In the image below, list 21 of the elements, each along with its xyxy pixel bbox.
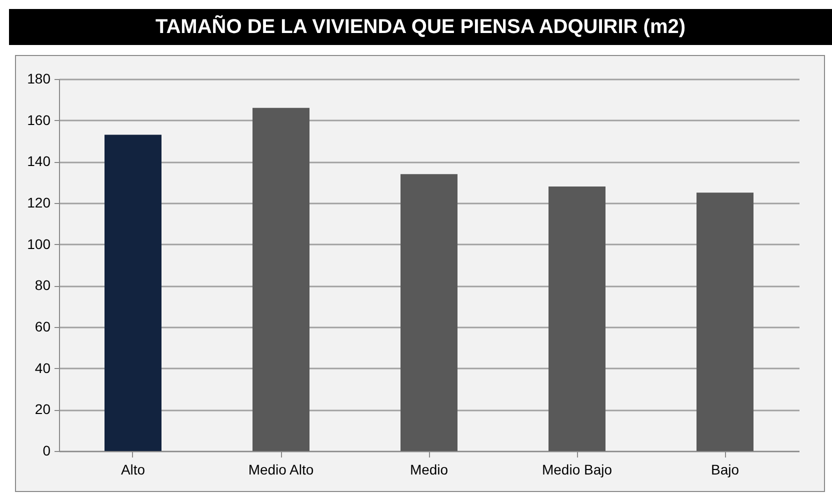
y-tick-label: 140 xyxy=(27,153,51,170)
chart-title: TAMAÑO DE LA VIVIENDA QUE PIENSA ADQUIRIR (m2) xyxy=(9,9,832,45)
y-tick-label: 60 xyxy=(34,318,51,334)
bar xyxy=(252,108,310,451)
y-tick-label: 0 xyxy=(42,442,51,458)
y-tick-label: 120 xyxy=(27,194,51,210)
y-tick-label: 40 xyxy=(34,360,51,376)
x-tick-label: Medio Bajo xyxy=(542,462,612,478)
x-tick-label: Medio xyxy=(410,462,448,478)
y-tick-label: 160 xyxy=(27,112,51,128)
x-tick-label: Alto xyxy=(120,462,146,478)
y-tick-label: 100 xyxy=(27,236,51,252)
y-tick-label: 180 xyxy=(27,70,51,86)
x-tick-label: Medio Alto xyxy=(248,462,314,478)
bar xyxy=(696,192,754,451)
bar xyxy=(104,134,162,451)
y-tick-label: 20 xyxy=(34,401,51,418)
y-tick-label: 80 xyxy=(34,277,51,294)
bar xyxy=(548,186,606,451)
bar xyxy=(400,174,458,451)
x-tick-label: Bajo xyxy=(710,462,740,478)
